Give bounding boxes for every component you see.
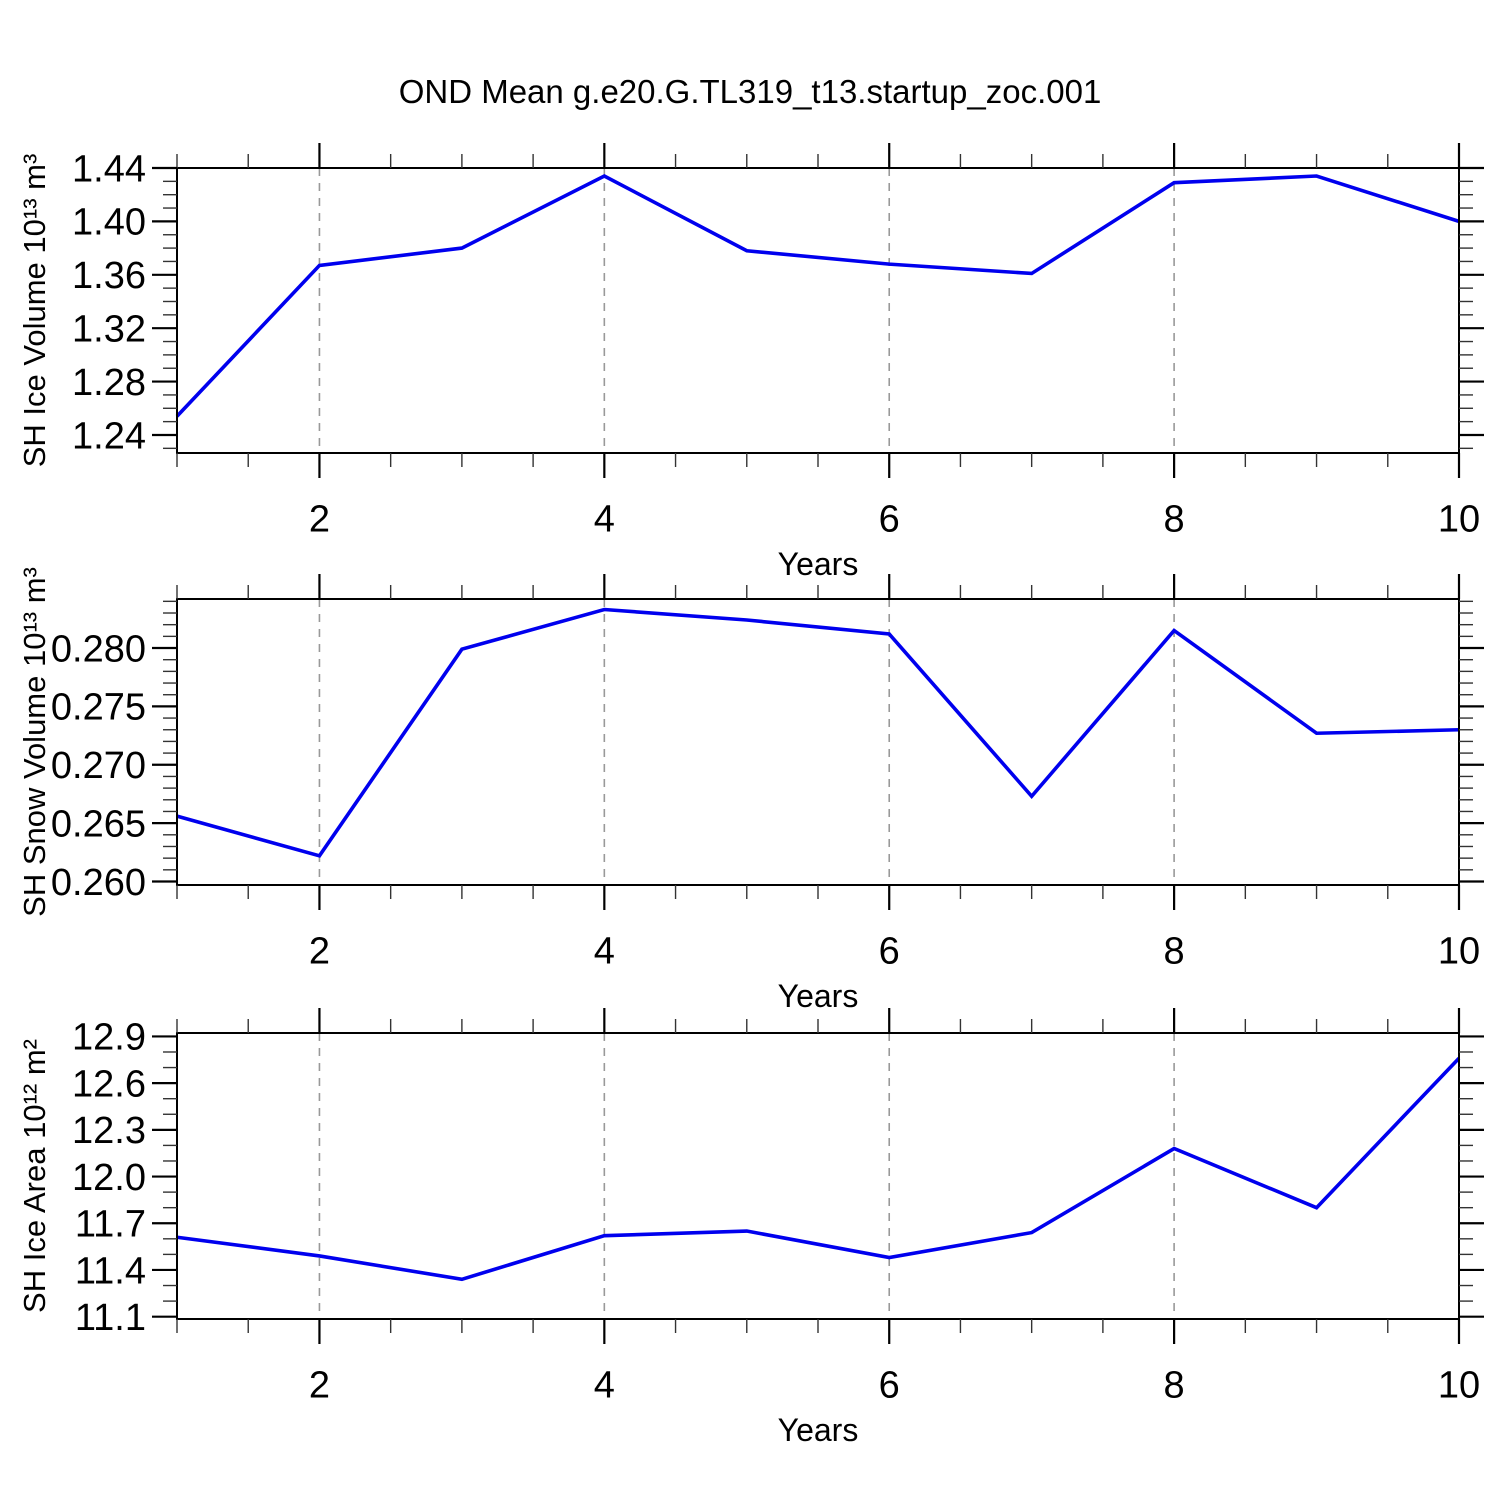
y-tick-label: 0.265 <box>51 803 146 845</box>
x-tick-label: 8 <box>1164 930 1185 972</box>
x-axis-title: Years <box>778 978 859 1014</box>
y-tick-label: 12.0 <box>72 1157 146 1199</box>
x-tick-label: 4 <box>594 930 615 972</box>
x-axis-title: Years <box>778 1412 859 1448</box>
y-tick-label: 0.260 <box>51 862 146 904</box>
x-tick-label: 6 <box>879 1364 900 1406</box>
x-tick-label: 6 <box>879 930 900 972</box>
figure-title: OND Mean g.e20.G.TL319_t13.startup_zoc.0… <box>398 73 1102 110</box>
panel-1-sh-ice-volume: 2 4 6 8 10 Years 1.24 1.28 1.32 1.36 1.40 1.44 SH Ic… <box>17 143 1484 582</box>
y-tick-label: 11.7 <box>75 1204 146 1246</box>
y-tick-label: 11.4 <box>75 1250 146 1292</box>
x-tick-label: 6 <box>879 498 900 540</box>
y-tick-label: 11.1 <box>75 1297 146 1339</box>
plot-frame <box>176 1032 1460 1320</box>
panel-3-sh-ice-area: 2 4 6 8 10 Years 11.1 11.411.7 12.0 12.3 12.612.9 S… <box>17 1008 1484 1448</box>
y-tick-label: 1.40 <box>72 202 146 244</box>
y-tick-label: 12.3 <box>72 1110 146 1152</box>
y-tick-label: 1.44 <box>72 148 146 190</box>
data-line <box>176 1056 1461 1282</box>
y-tick-label: 0.275 <box>51 687 146 729</box>
plot-frame <box>176 598 1460 886</box>
y-axis-title: SH Snow Volume 10¹³ m³ <box>17 567 52 917</box>
x-tick-label: 10 <box>1438 498 1480 540</box>
plot-frame <box>176 167 1460 454</box>
y-tick-label: 12.9 <box>72 1017 146 1059</box>
x-tick-label: 8 <box>1164 1364 1185 1406</box>
y-tick-label: 0.270 <box>51 745 146 787</box>
data-line <box>176 607 1460 858</box>
y-tick-label: 1.24 <box>72 415 146 457</box>
x-tick-label: 2 <box>309 1364 330 1406</box>
x-tick-label: 2 <box>309 930 330 972</box>
y-tick-label: 1.28 <box>72 362 146 404</box>
y-axis-title: SH Ice Volume 10¹³ m³ <box>17 154 52 468</box>
x-tick-label: 2 <box>309 498 330 540</box>
x-tick-label: 10 <box>1438 930 1480 972</box>
x-tick-label: 10 <box>1438 1364 1480 1406</box>
x-tick-label: 4 <box>594 498 615 540</box>
y-tick-label: 1.36 <box>72 255 146 297</box>
x-tick-label: 4 <box>594 1364 615 1406</box>
x-axis-title: Years <box>778 546 859 582</box>
y-tick-label: 1.32 <box>72 308 146 350</box>
y-tick-label: 0.280 <box>51 628 146 670</box>
y-tick-label: 12.6 <box>72 1063 146 1105</box>
data-line <box>175 173 1460 418</box>
y-axis-title: SH Ice Area 10¹² m² <box>17 1039 52 1313</box>
x-tick-label: 8 <box>1164 498 1185 540</box>
